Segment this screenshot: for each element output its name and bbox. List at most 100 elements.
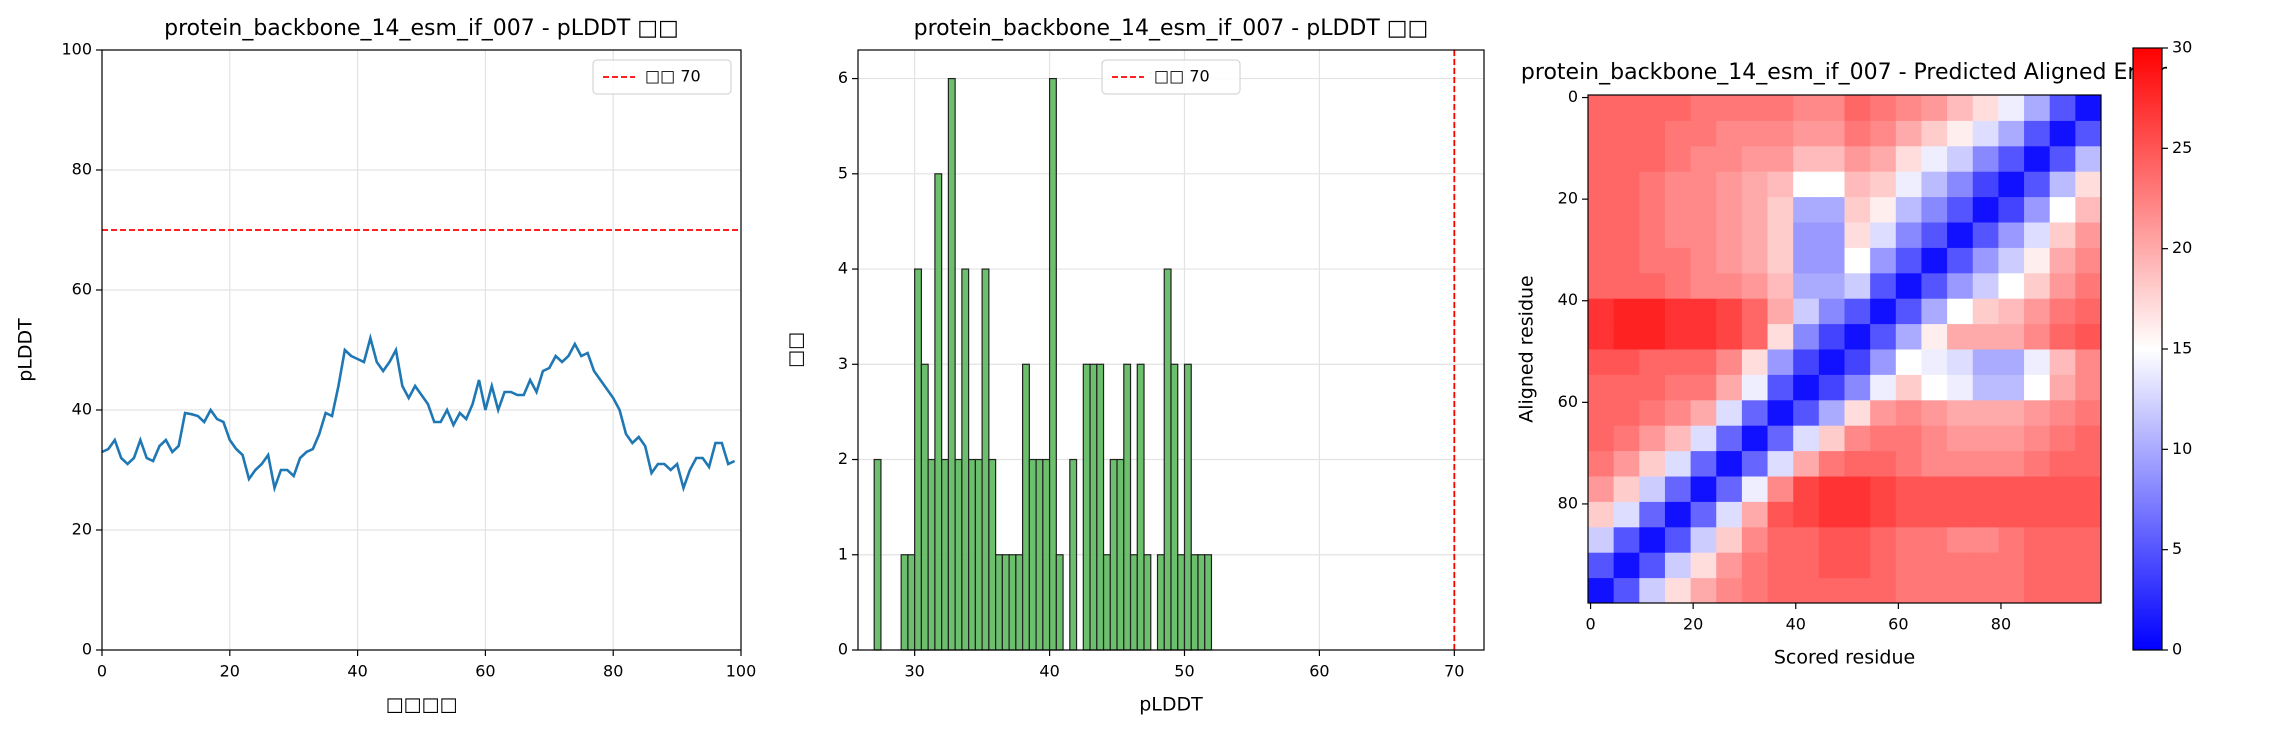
heatmap-cell <box>1972 374 1999 401</box>
x-tick-label: 60 <box>1888 615 1908 634</box>
heatmap-cell <box>1716 399 1743 426</box>
heatmap-cell <box>1613 501 1640 528</box>
heatmap-cell <box>1921 120 1948 147</box>
histogram-bar <box>1021 363 1030 651</box>
heatmap-cell <box>1947 196 1974 223</box>
heatmap-cell <box>1870 450 1897 477</box>
heatmap-cell <box>1921 577 1948 604</box>
y-axis-label: □□ <box>785 332 807 368</box>
heatmap-cell <box>2024 399 2051 426</box>
heatmap-cell <box>1818 577 1845 604</box>
heatmap-cell <box>1613 323 1640 350</box>
heatmap-cell <box>1639 399 1666 426</box>
heatmap-cell <box>1690 399 1717 426</box>
heatmap-cell <box>1998 374 2025 401</box>
heatmap-cell <box>1588 171 1615 198</box>
heatmap-cell <box>1870 95 1897 121</box>
heatmap-cell <box>1741 247 1769 274</box>
heatmap-cell <box>1921 399 1948 426</box>
heatmap-cell <box>1793 171 1820 198</box>
heatmap-cell <box>1613 272 1640 299</box>
heatmap-cell <box>1895 247 1922 274</box>
heatmap-cell <box>1613 552 1640 579</box>
x-axis-label: □□□□ <box>386 694 458 716</box>
heatmap-cell <box>1793 247 1820 274</box>
heatmap-cell <box>1998 399 2025 426</box>
heatmap-cell <box>1998 145 2025 172</box>
heatmap-cell <box>1844 476 1871 502</box>
heatmap-cell <box>1844 95 1871 121</box>
heatmap-cell <box>1818 171 1845 198</box>
heatmap-cell <box>1793 298 1820 325</box>
heatmap-cell <box>1741 577 1769 604</box>
heatmap-cell <box>1895 399 1922 426</box>
heatmap-cell <box>1664 349 1692 375</box>
x-tick-label: 0 <box>97 662 107 681</box>
heatmap-cell <box>1921 272 1948 299</box>
heatmap-cell <box>1767 145 1794 172</box>
heatmap-cell <box>1972 196 1999 223</box>
heatmap-cell <box>2075 552 2102 579</box>
heatmap-cell <box>1664 247 1692 274</box>
heatmap-cell <box>2024 120 2051 147</box>
y-tick-label: 0 <box>82 640 92 659</box>
heatmap-cell <box>1972 323 1999 350</box>
heatmap-cell <box>1972 349 1999 375</box>
heatmap-cell <box>2075 501 2102 528</box>
heatmap-cell <box>1793 120 1820 147</box>
histogram-bar <box>995 554 1003 651</box>
heatmap-cell <box>2049 374 2076 401</box>
heatmap-cell <box>1921 196 1948 223</box>
heatmap-cell <box>1921 374 1948 401</box>
legend-label: □□ 70 <box>645 67 701 86</box>
heatmap-cell <box>1921 323 1948 350</box>
histogram-bar <box>920 363 929 651</box>
histogram-bar <box>900 554 909 651</box>
heatmap-cell <box>1947 399 1974 426</box>
heatmap-cell <box>1972 171 1999 198</box>
heatmap-cell <box>1716 577 1743 604</box>
heatmap-cell <box>1716 95 1743 121</box>
x-tick-label: 40 <box>347 662 367 681</box>
heatmap-cell <box>1767 349 1794 375</box>
heatmap-cell <box>1947 120 1974 147</box>
heatmap-cell <box>2075 247 2102 274</box>
heatmap-cell <box>1793 272 1820 299</box>
colorbar-tick-label: 15 <box>2172 339 2192 358</box>
heatmap-cell <box>1741 171 1769 198</box>
heatmap-cell <box>2024 95 2051 121</box>
heatmap-cell <box>1998 323 2025 350</box>
heatmap-cell <box>1844 222 1871 248</box>
heatmap-cell <box>1793 374 1820 401</box>
heatmap-cell <box>2049 196 2076 223</box>
heatmap-cell <box>1716 476 1743 502</box>
heatmap-cell <box>1870 171 1897 198</box>
colorbar-tick-label: 30 <box>2172 38 2192 57</box>
colorbar-tick-label: 0 <box>2172 640 2182 659</box>
heatmap-cell <box>1844 501 1871 528</box>
heatmap-cell <box>1947 501 1974 528</box>
heatmap-cell <box>1639 298 1666 325</box>
heatmap-cell <box>1793 95 1820 121</box>
heatmap-cell <box>1998 552 2025 579</box>
histogram-bar <box>1055 554 1064 651</box>
heatmap-cell <box>1588 501 1615 528</box>
heatmap-cell <box>2049 552 2076 579</box>
heatmap-cell <box>1613 450 1640 477</box>
heatmap-cell <box>2049 95 2076 121</box>
heatmap-cell <box>2024 323 2051 350</box>
heatmap-cell <box>2075 526 2102 553</box>
histogram-bar <box>947 77 956 651</box>
heatmap-cell <box>1716 450 1743 477</box>
heatmap-cell <box>1818 323 1845 350</box>
x-axis-label: Scored residue <box>1774 647 1915 669</box>
heatmap-cell <box>1639 450 1666 477</box>
heatmap-cell <box>1972 247 1999 274</box>
heatmap-cell <box>1793 526 1820 553</box>
heatmap-cell <box>1639 425 1666 452</box>
axes-frame <box>101 49 742 651</box>
heatmap-cell <box>1998 577 2025 604</box>
x-tick-label: 80 <box>603 662 623 681</box>
heatmap-cell <box>1690 501 1717 528</box>
y-tick-label: 60 <box>72 280 92 299</box>
